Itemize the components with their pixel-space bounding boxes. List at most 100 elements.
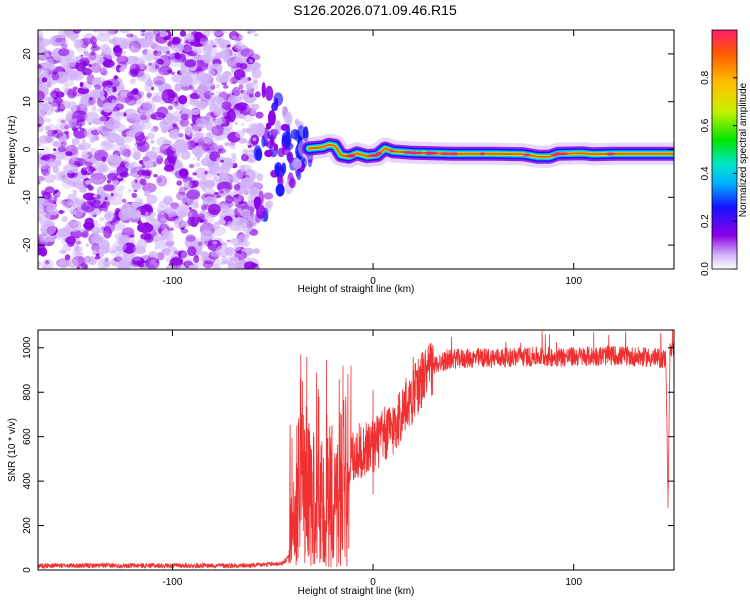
noise-blob — [67, 101, 78, 110]
noise-blob — [59, 34, 65, 39]
noise-blob — [42, 195, 49, 199]
noise-blob — [189, 85, 195, 91]
noise-blob — [58, 210, 64, 214]
noise-blob — [221, 242, 228, 246]
noise-blob — [58, 259, 67, 268]
noise-blob — [162, 140, 173, 146]
noise-blob — [199, 73, 213, 84]
noise-blob — [141, 52, 154, 63]
noise-blob — [173, 213, 177, 217]
noise-blob — [66, 258, 79, 268]
noise-blob — [198, 36, 208, 42]
noise-blob — [157, 176, 163, 183]
noise-blob — [85, 111, 100, 124]
transition-streak — [296, 168, 302, 181]
noise-blob — [232, 172, 240, 184]
colorbar: 0.0 0.2 0.4 0.6 0.8 Normalized spectral ampl… — [700, 29, 749, 276]
noise-blob — [124, 55, 140, 65]
noise-blob — [63, 118, 73, 129]
noise-blob — [201, 218, 208, 224]
noise-blob — [114, 124, 127, 133]
transition-streak — [267, 110, 276, 126]
noise-blob — [211, 241, 218, 245]
noise-blob — [97, 162, 108, 174]
noise-blob — [233, 51, 240, 59]
spectrogram-xtick-label: 100 — [565, 276, 582, 287]
noise-blob — [245, 219, 259, 228]
noise-blob — [185, 94, 191, 99]
noise-blob — [114, 256, 123, 263]
noise-blob — [55, 152, 59, 156]
noise-blob — [186, 140, 197, 151]
noise-blob — [203, 58, 211, 64]
noise-blob — [249, 173, 255, 178]
noise-blob — [205, 120, 211, 126]
noise-blob — [148, 30, 159, 35]
noise-blob — [142, 49, 148, 55]
noise-blob — [150, 139, 155, 144]
spectrogram-ytick-label: 0 — [22, 146, 33, 152]
noise-blob — [104, 220, 115, 234]
noise-blob — [183, 38, 195, 47]
noise-blob — [60, 39, 69, 48]
noise-blob — [89, 136, 96, 143]
noise-blob — [100, 95, 106, 101]
noise-blob — [200, 229, 214, 240]
noise-blob — [134, 197, 143, 207]
noise-blob — [223, 56, 231, 62]
noise-blob — [162, 247, 171, 256]
noise-blob — [65, 69, 76, 77]
noise-blob — [130, 168, 138, 174]
noise-blob — [239, 52, 244, 56]
noise-blob — [67, 88, 77, 99]
noise-blob — [207, 133, 212, 137]
carrier-hotspot — [606, 152, 616, 156]
noise-blob — [136, 140, 150, 153]
noise-blob — [136, 72, 146, 81]
noise-blob — [122, 198, 127, 203]
noise-blob — [72, 117, 78, 123]
noise-blob — [174, 83, 182, 92]
noise-blob — [140, 255, 152, 263]
noise-blob — [89, 97, 93, 101]
noise-blob — [234, 264, 243, 269]
noise-blob — [130, 259, 141, 268]
transition-streak — [269, 134, 275, 146]
noise-blob — [187, 216, 199, 227]
noise-blob — [201, 42, 213, 52]
carrier-hotspot — [417, 151, 423, 155]
noise-blob — [186, 189, 201, 200]
noise-blob — [155, 44, 163, 53]
noise-blob — [146, 92, 152, 98]
noise-blob — [72, 30, 81, 34]
noise-blob — [193, 237, 205, 251]
noise-blob — [237, 194, 243, 202]
noise-blob — [118, 259, 131, 269]
noise-blob — [156, 175, 168, 187]
noise-blob — [253, 33, 259, 37]
noise-blob — [223, 57, 232, 64]
noise-blob — [97, 128, 104, 134]
noise-blob — [62, 164, 79, 174]
noise-blob — [98, 116, 107, 123]
noise-blob — [217, 219, 226, 225]
noise-blob — [55, 232, 61, 240]
noise-blob — [103, 184, 115, 192]
noise-blob — [240, 208, 251, 218]
noise-blob — [211, 124, 225, 136]
noise-blob — [208, 30, 214, 34]
noise-blob — [160, 230, 170, 239]
carrier-hotspot — [479, 152, 486, 156]
noise-blob — [224, 142, 233, 147]
transition-streak — [273, 92, 284, 106]
noise-blob — [125, 130, 137, 138]
noise-blob — [88, 63, 92, 68]
snr-frame — [37, 329, 675, 571]
noise-blob — [78, 97, 88, 109]
noise-blob — [204, 137, 215, 145]
noise-blob — [187, 246, 197, 257]
noise-blob — [213, 118, 218, 124]
noise-blob — [179, 118, 190, 127]
noise-blob — [81, 65, 87, 70]
noise-blob — [244, 150, 251, 156]
